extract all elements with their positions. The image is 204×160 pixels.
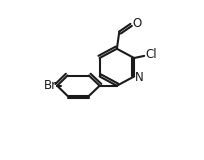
Text: O: O — [132, 17, 142, 30]
Text: Cl: Cl — [145, 48, 157, 61]
Text: N: N — [135, 72, 144, 84]
Text: Br: Br — [44, 79, 57, 92]
